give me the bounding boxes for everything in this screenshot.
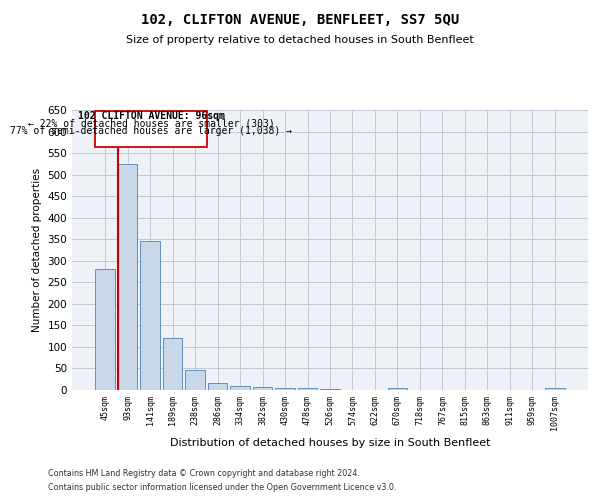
Bar	[545, 388, 565, 390]
Y-axis label: Number of detached properties: Number of detached properties	[32, 168, 42, 332]
Text: 77% of semi-detached houses are larger (1,038) →: 77% of semi-detached houses are larger (…	[10, 126, 292, 136]
Bar	[140, 242, 160, 390]
Text: Contains HM Land Registry data © Crown copyright and database right 2024.: Contains HM Land Registry data © Crown c…	[48, 468, 360, 477]
Bar	[185, 370, 205, 390]
Text: 102 CLIFTON AVENUE: 96sqm: 102 CLIFTON AVENUE: 96sqm	[78, 111, 224, 121]
Bar	[275, 388, 295, 390]
Bar	[253, 386, 272, 390]
Bar	[118, 164, 137, 390]
Bar	[163, 338, 182, 390]
Bar	[95, 270, 115, 390]
Bar	[298, 388, 317, 390]
Bar	[388, 388, 407, 390]
Text: ← 22% of detached houses are smaller (303): ← 22% of detached houses are smaller (30…	[28, 119, 275, 129]
Bar	[320, 388, 340, 390]
X-axis label: Distribution of detached houses by size in South Benfleet: Distribution of detached houses by size …	[170, 438, 490, 448]
Text: Size of property relative to detached houses in South Benfleet: Size of property relative to detached ho…	[126, 35, 474, 45]
Text: 102, CLIFTON AVENUE, BENFLEET, SS7 5QU: 102, CLIFTON AVENUE, BENFLEET, SS7 5QU	[141, 12, 459, 26]
Bar	[95, 111, 208, 148]
Bar	[208, 383, 227, 390]
Text: Contains public sector information licensed under the Open Government Licence v3: Contains public sector information licen…	[48, 484, 397, 492]
Bar	[230, 386, 250, 390]
